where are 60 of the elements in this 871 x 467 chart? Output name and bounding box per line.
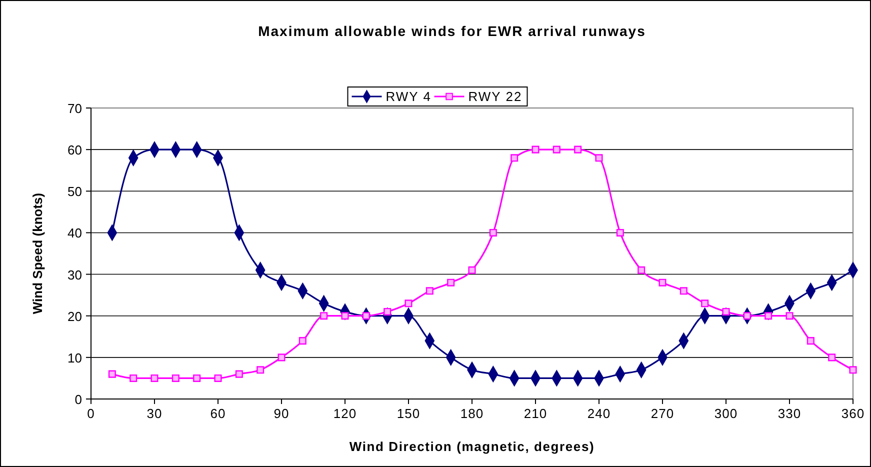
x-tick-label: 360	[841, 406, 865, 421]
point	[701, 300, 709, 308]
point	[680, 287, 688, 295]
point	[130, 374, 138, 382]
point	[172, 374, 180, 382]
y-tick-label: 10	[68, 350, 82, 366]
point	[786, 312, 794, 320]
x-tick-label: 90	[274, 406, 290, 421]
y-tick-label: 60	[68, 142, 82, 158]
y-tick-label: 50	[68, 184, 82, 200]
x-tick-label: 270	[650, 406, 674, 421]
point	[828, 354, 836, 362]
legend-label: RWY 4	[386, 89, 432, 104]
x-tick-label: 180	[460, 406, 484, 421]
point	[341, 312, 349, 320]
point	[532, 146, 540, 154]
x-tick-label: 330	[778, 406, 802, 421]
point	[320, 312, 328, 320]
point	[510, 154, 518, 162]
point	[298, 337, 306, 345]
point	[426, 287, 434, 295]
x-tick-label: 0	[87, 406, 95, 421]
point	[468, 266, 476, 274]
point	[489, 228, 497, 236]
x-tick-label: 120	[333, 406, 357, 421]
y-tick-label: 20	[68, 308, 82, 324]
point	[256, 366, 264, 374]
point	[404, 300, 412, 308]
y-tick-label: 70	[68, 101, 82, 116]
point	[806, 337, 814, 345]
point	[574, 146, 582, 154]
chart-title: Maximum allowable winds for EWR arrival runways	[258, 23, 646, 39]
x-tick-label: 60	[210, 406, 226, 421]
y-axis-title: Wind Speed (knots)	[30, 192, 45, 314]
x-tick-label: 150	[396, 406, 420, 421]
point	[150, 374, 158, 382]
y-tick-label: 40	[68, 226, 82, 241]
point	[849, 366, 857, 374]
x-tick-label: 300	[714, 406, 738, 421]
point	[447, 278, 455, 286]
y-tick-label: 0	[74, 392, 82, 407]
point	[235, 370, 243, 378]
y-tick-label: 30	[68, 267, 82, 282]
point	[108, 370, 116, 378]
point	[595, 154, 603, 162]
point	[658, 278, 666, 286]
point	[638, 266, 646, 274]
x-tick-label: 240	[587, 406, 611, 421]
point	[278, 354, 286, 362]
point	[616, 228, 624, 236]
point	[722, 308, 730, 316]
point	[193, 374, 201, 382]
point	[552, 146, 560, 154]
x-tick-label: 30	[146, 406, 162, 421]
point	[384, 308, 392, 316]
x-tick-label: 210	[524, 406, 548, 421]
x-axis-title: Wind Direction (magnetic, degrees)	[349, 439, 595, 454]
point	[764, 312, 772, 320]
legend-label: RWY 22	[468, 89, 522, 104]
point	[214, 374, 222, 382]
